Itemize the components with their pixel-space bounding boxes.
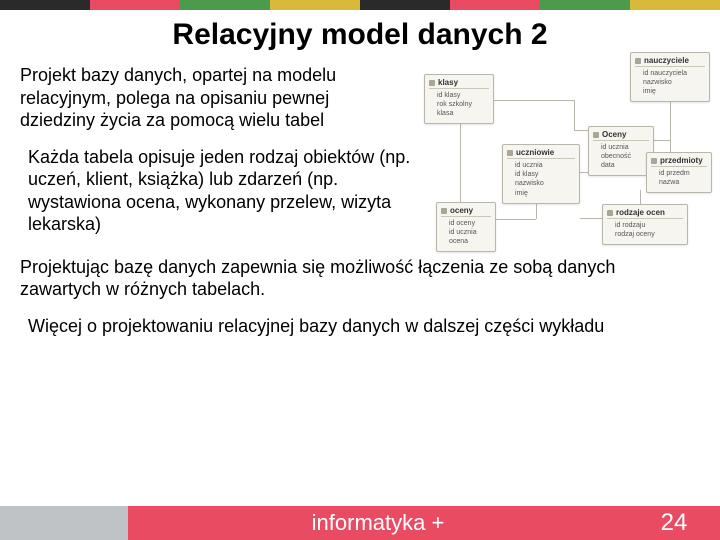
diagram-table-nauczyciele: nauczyciele id nauczycielanazwiskoimię <box>630 52 710 102</box>
diagram-table-field: id ucznia <box>507 161 575 170</box>
diagram-table-field: nazwisko <box>507 180 575 189</box>
diagram-table-przedmioty: przedmioty id przedmnazwa <box>646 152 712 193</box>
diagram-table-title: oceny <box>441 206 491 217</box>
footer-bar: informatyka + 24 <box>0 506 720 540</box>
diagram-table-field: id klasy <box>507 170 575 179</box>
diagram-table-klasy: klasy id klasyrok szkolnyklasa <box>424 74 494 124</box>
diagram-table-field: ocena <box>441 238 491 247</box>
diagram-table-field: id rodzaju <box>607 221 683 230</box>
diagram-table-title: nauczyciele <box>635 56 705 67</box>
footer-page-number: 24 <box>628 506 720 540</box>
diagram-connector <box>574 130 588 131</box>
top-color-stripe <box>0 0 720 10</box>
diagram-connector <box>460 122 461 202</box>
diagram-table-field: nazwa <box>651 178 707 187</box>
stripe-segment <box>90 0 180 10</box>
stripe-segment <box>180 0 270 10</box>
diagram-table-field: id oceny <box>441 219 491 228</box>
content-area: Projekt bazy danych, opartej na modelu r… <box>0 52 720 337</box>
diagram-table-title: przedmioty <box>651 156 707 167</box>
diagram-connector <box>496 219 536 220</box>
stripe-segment <box>630 0 720 10</box>
diagram-table-field: nazwisko <box>635 78 705 87</box>
diagram-table-field: id nauczyciela <box>635 69 705 78</box>
paragraph-4: Więcej o projektowaniu relacyjnej bazy d… <box>28 315 700 338</box>
stripe-segment <box>270 0 360 10</box>
stripe-segment <box>540 0 630 10</box>
diagram-table-rodzaje: rodzaje ocen id rodzajurodzaj oceny <box>602 204 688 245</box>
diagram-table-title: rodzaje ocen <box>607 208 683 219</box>
diagram-table-field: imię <box>507 189 575 198</box>
stripe-segment <box>450 0 540 10</box>
er-diagram: klasyid klasyrok szkolnyklasanauczyciele… <box>424 52 712 252</box>
diagram-connector <box>654 140 670 141</box>
diagram-table-field: obecność <box>593 152 649 161</box>
paragraph-2: Każda tabela opisuje jeden rodzaj obiekt… <box>28 146 418 236</box>
diagram-table-field: rok szkolny <box>429 100 489 109</box>
diagram-table-field: id przedm <box>651 169 707 178</box>
diagram-table-title: klasy <box>429 78 489 89</box>
diagram-table-field: id klasy <box>429 91 489 100</box>
stripe-segment <box>360 0 450 10</box>
diagram-table-title: Oceny <box>593 130 649 141</box>
slide-title: Relacyjny model danych 2 <box>0 18 720 52</box>
diagram-table-field: klasa <box>429 110 489 119</box>
diagram-table-field: id ucznia <box>593 143 649 152</box>
diagram-table-field: imię <box>635 88 705 97</box>
paragraph-3: Projektując bazę danych zapewnia się moż… <box>20 256 680 301</box>
diagram-table-field: data <box>593 162 649 171</box>
diagram-table-field: id ucznia <box>441 228 491 237</box>
diagram-connector <box>494 100 574 101</box>
footer-brand: informatyka + <box>128 506 628 540</box>
stripe-segment <box>0 0 90 10</box>
paragraph-1: Projekt bazy danych, opartej na modelu r… <box>20 64 400 132</box>
diagram-table-title: uczniowie <box>507 148 575 159</box>
diagram-connector <box>580 218 602 219</box>
diagram-table-oceny: oceny id ocenyid uczniaocena <box>436 202 496 252</box>
diagram-table-obecnosc: Oceny id uczniaobecnośćdata <box>588 126 654 176</box>
diagram-connector <box>574 100 575 130</box>
footer-left-block <box>0 506 128 540</box>
diagram-table-uczniowie: uczniowie id uczniaid klasynazwiskoimię <box>502 144 580 204</box>
diagram-table-field: rodzaj oceny <box>607 230 683 239</box>
